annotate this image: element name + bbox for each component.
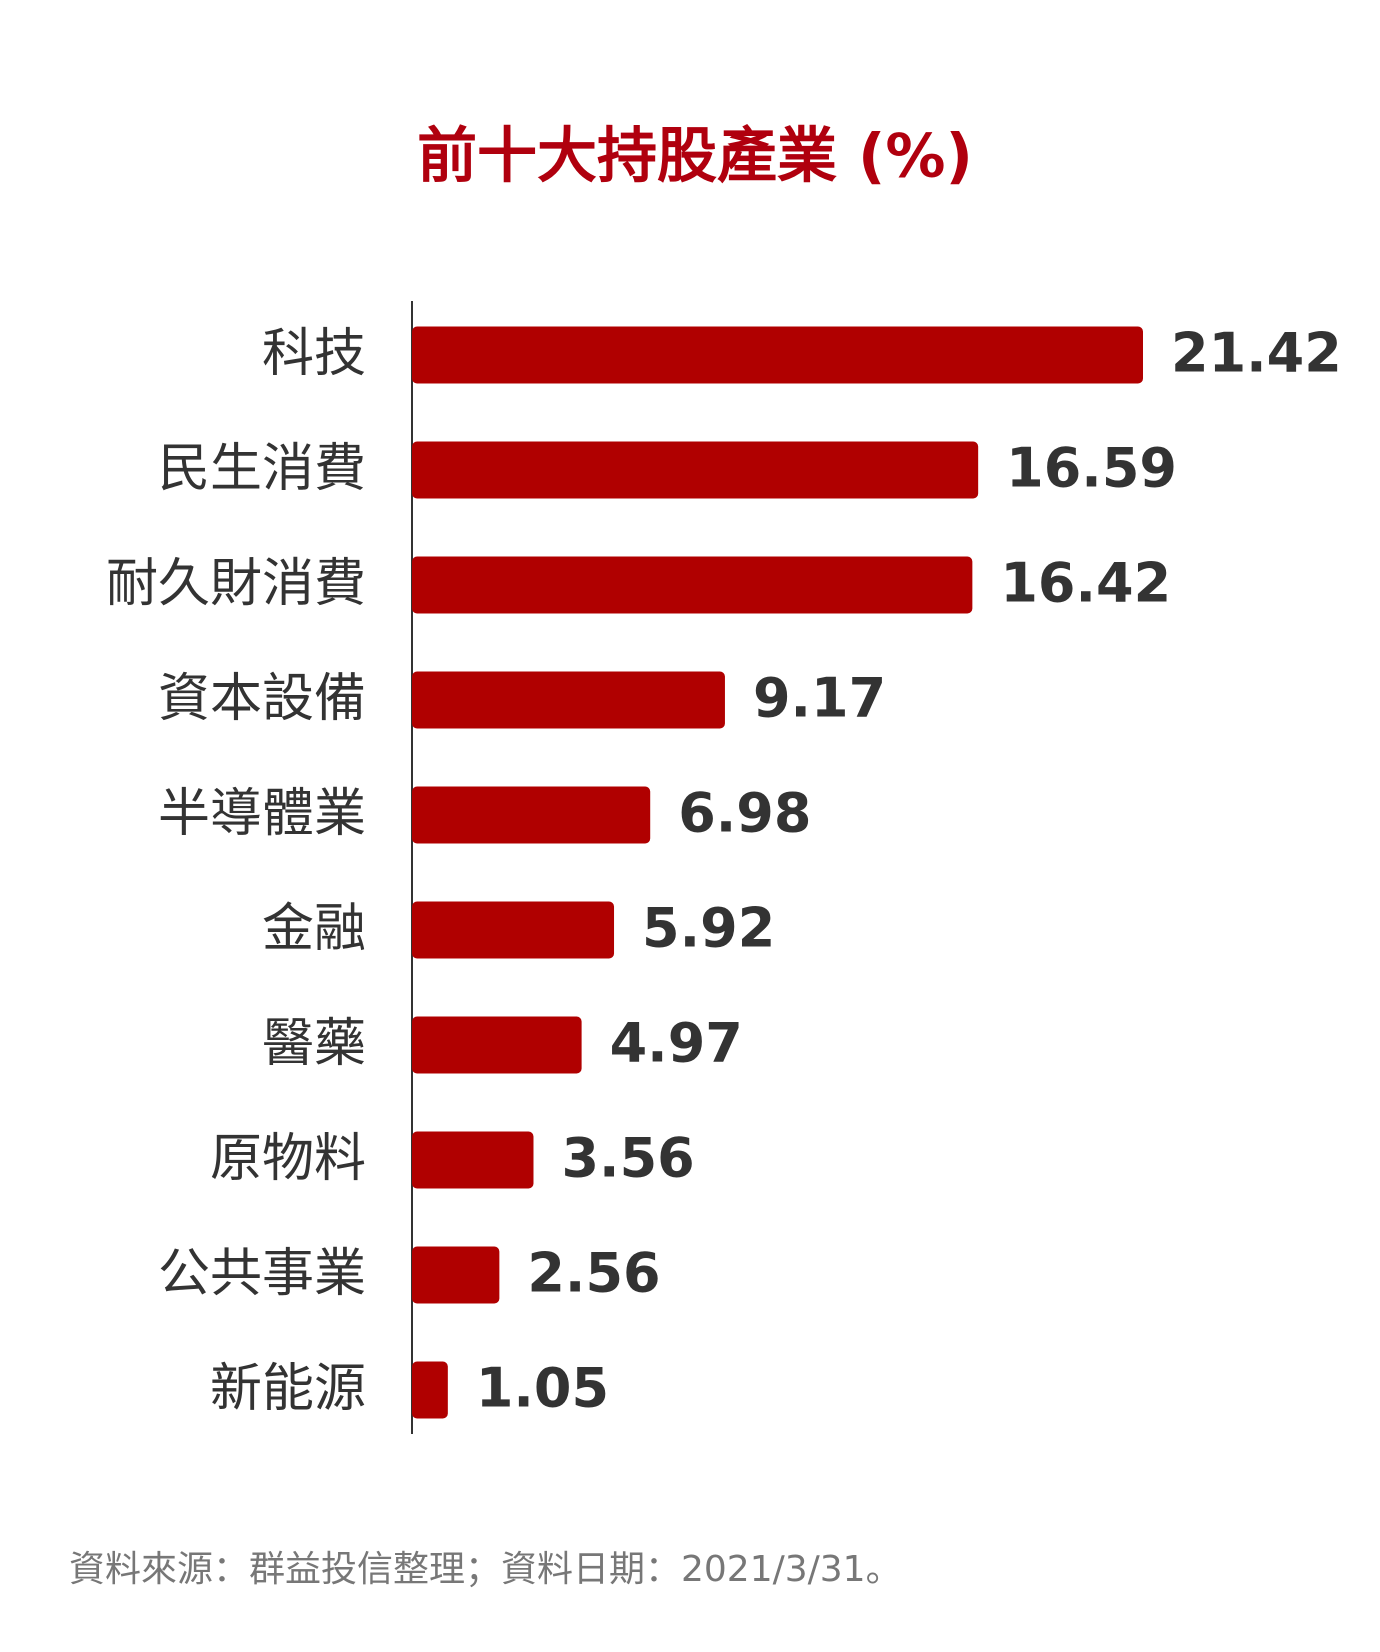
bar [412, 1246, 500, 1304]
value-label: 2.56 [527, 1242, 660, 1305]
value-label: 21.42 [1171, 322, 1342, 385]
value-label: 4.97 [610, 1012, 743, 1075]
category-label: 資本設備 [158, 669, 366, 729]
value-label: 1.05 [476, 1357, 609, 1420]
bar [412, 671, 725, 729]
bar [412, 901, 615, 959]
value-label: 16.59 [1006, 437, 1177, 500]
bar [412, 326, 1143, 384]
value-label: 3.56 [561, 1127, 694, 1190]
bar [412, 1016, 582, 1074]
category-label: 原物料 [210, 1129, 366, 1189]
category-label: 民生消費 [158, 439, 366, 499]
bar [412, 441, 979, 499]
category-label: 公共事業 [158, 1244, 366, 1304]
source-note: 資料來源：群益投信整理；資料日期：2021/3/31。 [69, 1549, 902, 1590]
bar [412, 1131, 534, 1189]
value-label: 5.92 [642, 897, 775, 960]
bar [412, 556, 973, 614]
bar [412, 1361, 448, 1419]
value-label: 9.17 [753, 667, 886, 730]
category-label: 新能源 [210, 1359, 366, 1419]
value-label: 16.42 [1000, 552, 1171, 615]
category-label: 半導體業 [158, 784, 366, 844]
category-label: 金融 [262, 899, 366, 959]
category-label: 醫藥 [262, 1014, 366, 1074]
value-label: 6.98 [678, 782, 811, 845]
bar [412, 786, 651, 844]
category-label: 耐久財消費 [106, 554, 366, 614]
chart-title: 前十大持股產業 (%) [417, 122, 973, 192]
category-label: 科技 [262, 324, 366, 384]
